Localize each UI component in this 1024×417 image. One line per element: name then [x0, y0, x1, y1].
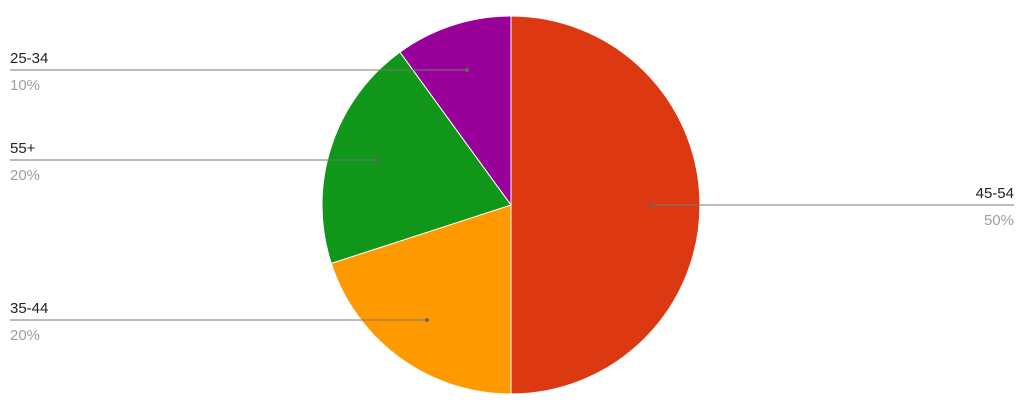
slice-percent-label: 20% — [10, 327, 40, 344]
pie-slice-35-44 — [330, 204, 512, 395]
pie-slice-25-34 — [399, 15, 512, 207]
slice-label: 25-34 — [10, 50, 48, 67]
leader-dot-45-54 — [650, 203, 654, 207]
slice-percent-label: 50% — [984, 212, 1014, 229]
slice-percent-label: 20% — [10, 167, 40, 184]
pie-slice-55+ — [321, 51, 512, 265]
slice-label: 55+ — [10, 140, 36, 157]
leader-dot-55+ — [374, 158, 378, 162]
leader-dot-35-44 — [425, 318, 429, 322]
slice-label: 45-54 — [976, 185, 1014, 202]
leader-dot-25-34 — [465, 68, 469, 72]
slice-percent-label: 10% — [10, 77, 40, 94]
slice-label: 35-44 — [10, 300, 48, 317]
